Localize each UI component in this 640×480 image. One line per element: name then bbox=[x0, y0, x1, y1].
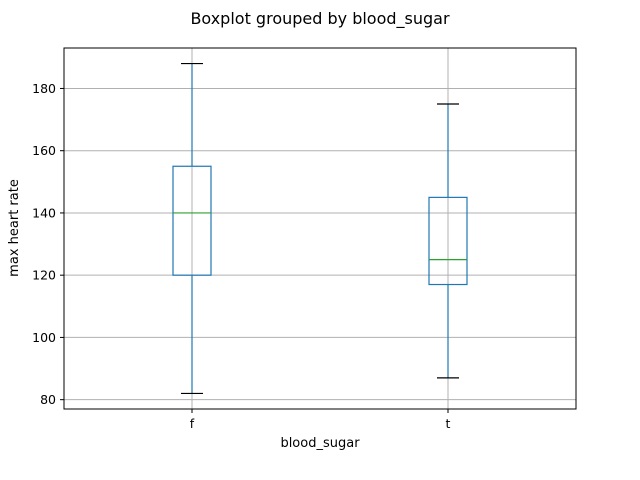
y-tick-label: 80 bbox=[40, 392, 56, 407]
plot-area bbox=[63, 47, 577, 410]
y-tick-label: 140 bbox=[32, 205, 56, 220]
box-group-f bbox=[172, 62, 212, 395]
x-axis-label: blood_sugar bbox=[280, 436, 360, 451]
y-tick-label: 160 bbox=[32, 143, 56, 158]
boxes bbox=[172, 62, 468, 395]
iqr-box bbox=[428, 196, 468, 286]
y-tick-label: 120 bbox=[32, 268, 56, 283]
y-axis-label: max heart rate bbox=[7, 179, 22, 277]
x-tick-label: t bbox=[446, 416, 451, 431]
y-tick-label: 100 bbox=[32, 330, 56, 345]
x-tick-label: f bbox=[190, 416, 195, 431]
iqr-box bbox=[172, 165, 212, 276]
chart-title: Boxplot grouped by blood_sugar bbox=[190, 9, 450, 29]
y-tick-label: 180 bbox=[32, 81, 56, 96]
box-group-t bbox=[428, 103, 468, 379]
ticks: 80 100 120 140 160 180 f t bbox=[32, 81, 450, 431]
